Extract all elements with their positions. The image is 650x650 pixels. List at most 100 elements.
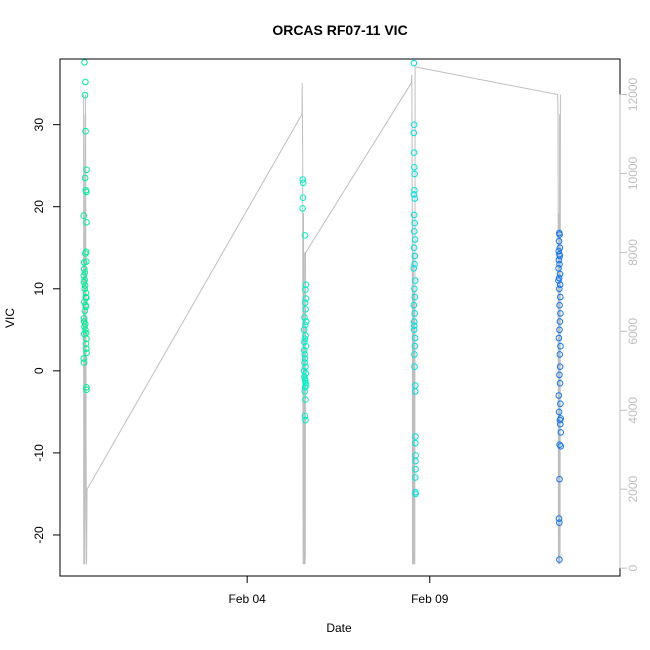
data-point	[412, 490, 419, 498]
y-axis-left: -20 -10 0 10 20 30	[32, 118, 61, 544]
data-point	[556, 475, 563, 483]
data-point	[557, 420, 564, 428]
y2-tick-label: 8000	[626, 239, 640, 266]
y2-tick-label: 6000	[626, 318, 640, 345]
data-point	[557, 293, 564, 301]
data-points-layer	[80, 59, 565, 563]
data-point	[301, 338, 308, 346]
data-point	[82, 326, 89, 334]
y-axis-label: VIC	[3, 308, 17, 328]
data-point	[82, 78, 89, 86]
x-tick-label: Feb 04	[228, 592, 266, 606]
x-axis: Feb 04 Feb 09	[228, 576, 449, 606]
data-point	[410, 211, 418, 219]
data-point	[411, 219, 419, 227]
data-point	[411, 164, 418, 171]
data-point	[301, 373, 308, 380]
data-point	[411, 228, 418, 235]
data-point	[81, 285, 88, 293]
data-point	[81, 174, 89, 182]
y-tick-label: -20	[32, 526, 46, 544]
data-point	[301, 335, 309, 343]
data-point	[410, 265, 418, 272]
data-point	[83, 188, 90, 196]
y2-tick-label: 2000	[626, 476, 640, 503]
data-point	[301, 359, 308, 366]
data-point	[411, 285, 418, 293]
data-point	[83, 166, 90, 174]
y-tick-label: 20	[32, 200, 46, 214]
data-point	[412, 439, 419, 447]
data-point	[83, 219, 90, 226]
data-point	[556, 379, 564, 387]
data-point	[302, 318, 310, 325]
y2-tick-label: 10000	[626, 156, 640, 190]
data-point	[556, 301, 563, 309]
data-point	[555, 274, 563, 282]
data-point	[555, 237, 563, 245]
data-point	[412, 457, 419, 465]
data-point	[302, 281, 310, 289]
data-point	[83, 386, 90, 394]
data-point	[82, 289, 90, 297]
data-point	[81, 269, 89, 276]
data-point	[83, 345, 90, 353]
data-point	[80, 212, 87, 219]
data-point	[557, 443, 565, 450]
data-point	[302, 363, 309, 371]
data-point	[301, 355, 309, 362]
data-point	[411, 388, 419, 395]
data-point	[411, 252, 419, 260]
data-point	[83, 349, 90, 357]
data-point	[556, 252, 564, 260]
altitude-line	[83, 66, 561, 565]
data-point	[411, 170, 418, 178]
x-axis-label: Date	[326, 621, 352, 635]
y2-tick-label: 12000	[626, 78, 640, 112]
data-point	[555, 277, 562, 284]
data-point	[80, 355, 88, 362]
data-point	[81, 307, 89, 315]
data-point	[302, 396, 309, 403]
data-point	[302, 416, 309, 424]
data-point	[557, 310, 564, 317]
x-tick-label: Feb 09	[411, 592, 449, 606]
data-point	[411, 310, 419, 317]
data-point	[411, 363, 418, 371]
data-point	[410, 149, 418, 156]
data-point	[411, 187, 418, 194]
data-point	[301, 412, 309, 420]
data-point	[411, 342, 419, 350]
altitude-line-layer	[83, 66, 561, 565]
y-tick-label: 0	[32, 367, 46, 374]
data-point	[299, 205, 306, 212]
data-point	[301, 384, 309, 391]
data-point	[410, 318, 418, 325]
data-point	[410, 121, 418, 128]
data-point	[410, 59, 418, 67]
data-point	[411, 236, 419, 243]
data-point	[302, 342, 310, 350]
data-point	[81, 323, 88, 330]
data-point	[302, 286, 309, 293]
data-point	[82, 250, 89, 257]
data-point	[410, 326, 418, 334]
data-point	[301, 299, 309, 307]
data-point	[555, 392, 563, 399]
data-point	[555, 408, 563, 416]
data-point	[302, 332, 309, 339]
data-point	[302, 379, 309, 387]
data-point	[302, 306, 309, 313]
data-point	[81, 91, 89, 99]
data-point	[411, 260, 418, 268]
data-point	[301, 351, 309, 358]
data-point	[410, 191, 418, 198]
data-point	[557, 342, 564, 350]
data-point	[299, 179, 307, 187]
data-point	[83, 384, 90, 391]
y-tick-label: 10	[32, 282, 46, 296]
data-point	[302, 377, 309, 385]
y-tick-label: -10	[32, 444, 46, 462]
data-point	[80, 359, 88, 366]
data-point	[556, 281, 564, 289]
